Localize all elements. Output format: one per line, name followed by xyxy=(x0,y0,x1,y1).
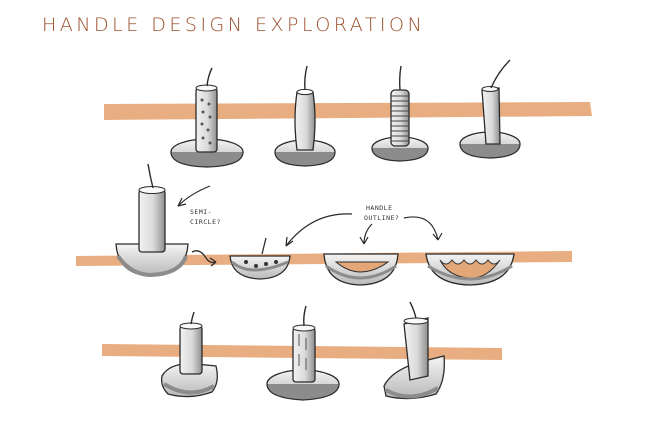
handle-sketch-fluted-cylinder xyxy=(266,305,340,401)
handle-outline-note-line-1: HANDLE xyxy=(366,204,392,212)
handle-outline-note-line-2: OUTLINE? xyxy=(364,214,399,222)
handle-sketch-bowl-holes xyxy=(229,237,291,280)
arrow-to-bowl-scalloped xyxy=(403,216,439,241)
arrow-to-bowl-holes xyxy=(285,213,353,247)
page-title: HANDLE DESIGN EXPLORATION xyxy=(42,14,426,36)
handle-sketch-ribbed xyxy=(371,65,429,162)
semi-circle-note-line-1: SEMI- xyxy=(190,208,212,216)
arrow-to-bowl-slot xyxy=(363,223,373,245)
handle-sketch-offset-cylinder xyxy=(160,311,218,398)
arrow-to-bowl-1 xyxy=(191,250,217,264)
handle-sketch-bowl-scalloped xyxy=(425,253,515,286)
handle-sketch-curved-grip xyxy=(274,65,336,167)
handle-sketch-bowl-slot xyxy=(323,253,399,286)
marker-stripe-row-1 xyxy=(104,102,592,120)
arrow-to-semicircle xyxy=(177,185,211,207)
handle-sketch-semicircle-base xyxy=(115,163,189,278)
handle-sketch-angled xyxy=(459,59,521,159)
handle-sketch-leaning-wedge xyxy=(383,301,445,400)
handle-sketch-dotted xyxy=(170,67,244,168)
semi-circle-note-line-2: CIRCLE? xyxy=(190,218,221,226)
